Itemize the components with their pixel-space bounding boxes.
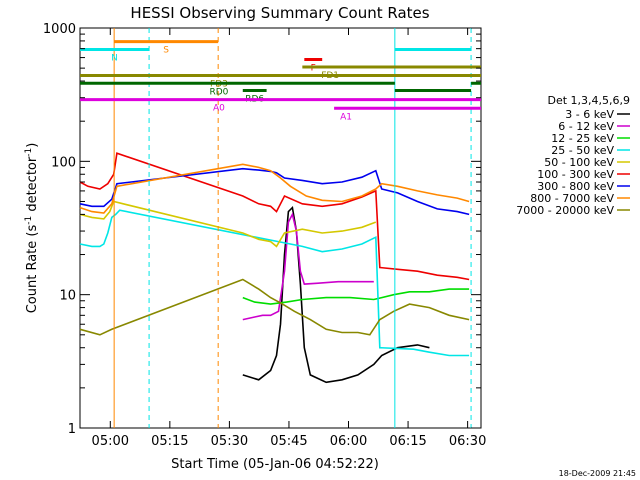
y-axis-label-part: )	[25, 143, 40, 148]
x-tick-label: 05:45	[270, 434, 307, 449]
x-tick-label: 06:15	[389, 434, 426, 449]
legend-label: 300 - 800 keV	[537, 180, 614, 193]
flags-layer: SNFFD1FD3RD0RD6A0A1	[80, 28, 481, 428]
y-tick-label: 1	[68, 422, 76, 437]
legend-label: 6 - 12 keV	[558, 120, 614, 133]
x-tick-label: 05:30	[211, 434, 248, 449]
y-axis-label-part: Count Rate (s	[25, 225, 40, 314]
plot-area	[79, 27, 482, 429]
y-axis-label-part: -1	[24, 148, 34, 157]
flag-label: F	[311, 64, 316, 74]
plot-frame	[79, 27, 482, 429]
series-line	[79, 209, 470, 357]
y-tick-label: 10	[59, 289, 76, 304]
legend-label: 3 - 6 keV	[565, 108, 614, 121]
legend-label: 100 - 300 keV	[537, 168, 614, 181]
series-line	[242, 212, 374, 321]
legend-label: 25 - 50 keV	[551, 144, 614, 157]
x-tick-label: 06:00	[330, 434, 367, 449]
series-line	[79, 200, 377, 248]
legend-label: 7000 - 20000 keV	[516, 204, 614, 217]
series-line	[242, 288, 470, 305]
x-tick-label: 05:00	[92, 434, 129, 449]
legend-title: Det 1,3,4,5,6,9	[547, 94, 630, 107]
flag-label: S	[163, 46, 169, 56]
flag-label: A0	[213, 104, 225, 114]
timestamp: 18-Dec-2009 21:45	[559, 469, 636, 478]
x-tick-label: 05:15	[151, 434, 188, 449]
series-line	[79, 152, 470, 281]
legend-label: 800 - 7000 keV	[530, 192, 614, 205]
y-axis-label: Count Rate (s-1 detector-1)	[24, 143, 40, 314]
flag-label: RD0	[209, 87, 228, 97]
flag-label: A1	[340, 112, 352, 122]
series-line	[79, 278, 470, 336]
chart-title: HESSI Observing Summary Count Rates	[130, 4, 429, 22]
series-layer	[79, 152, 470, 384]
x-tick-label: 06:30	[449, 434, 486, 449]
y-axis-label-part: -1	[24, 216, 34, 225]
y-axis: 1 10 100 1000	[43, 22, 481, 437]
legend-label: 50 - 100 keV	[544, 156, 614, 169]
x-axis-label: Start Time (05-Jan-06 04:52:22)	[171, 457, 379, 472]
legend-label: 12 - 25 keV	[551, 132, 614, 145]
flag-label: N	[111, 53, 118, 63]
y-tick-label: 1000	[43, 22, 76, 37]
x-axis: 05:00 05:15 05:30 05:45 06:00 06:15 06:30	[92, 28, 486, 449]
series-line	[79, 167, 470, 216]
series-line	[79, 163, 470, 214]
y-tick-label: 100	[51, 155, 76, 170]
y-axis-label-part: detector	[25, 156, 40, 216]
